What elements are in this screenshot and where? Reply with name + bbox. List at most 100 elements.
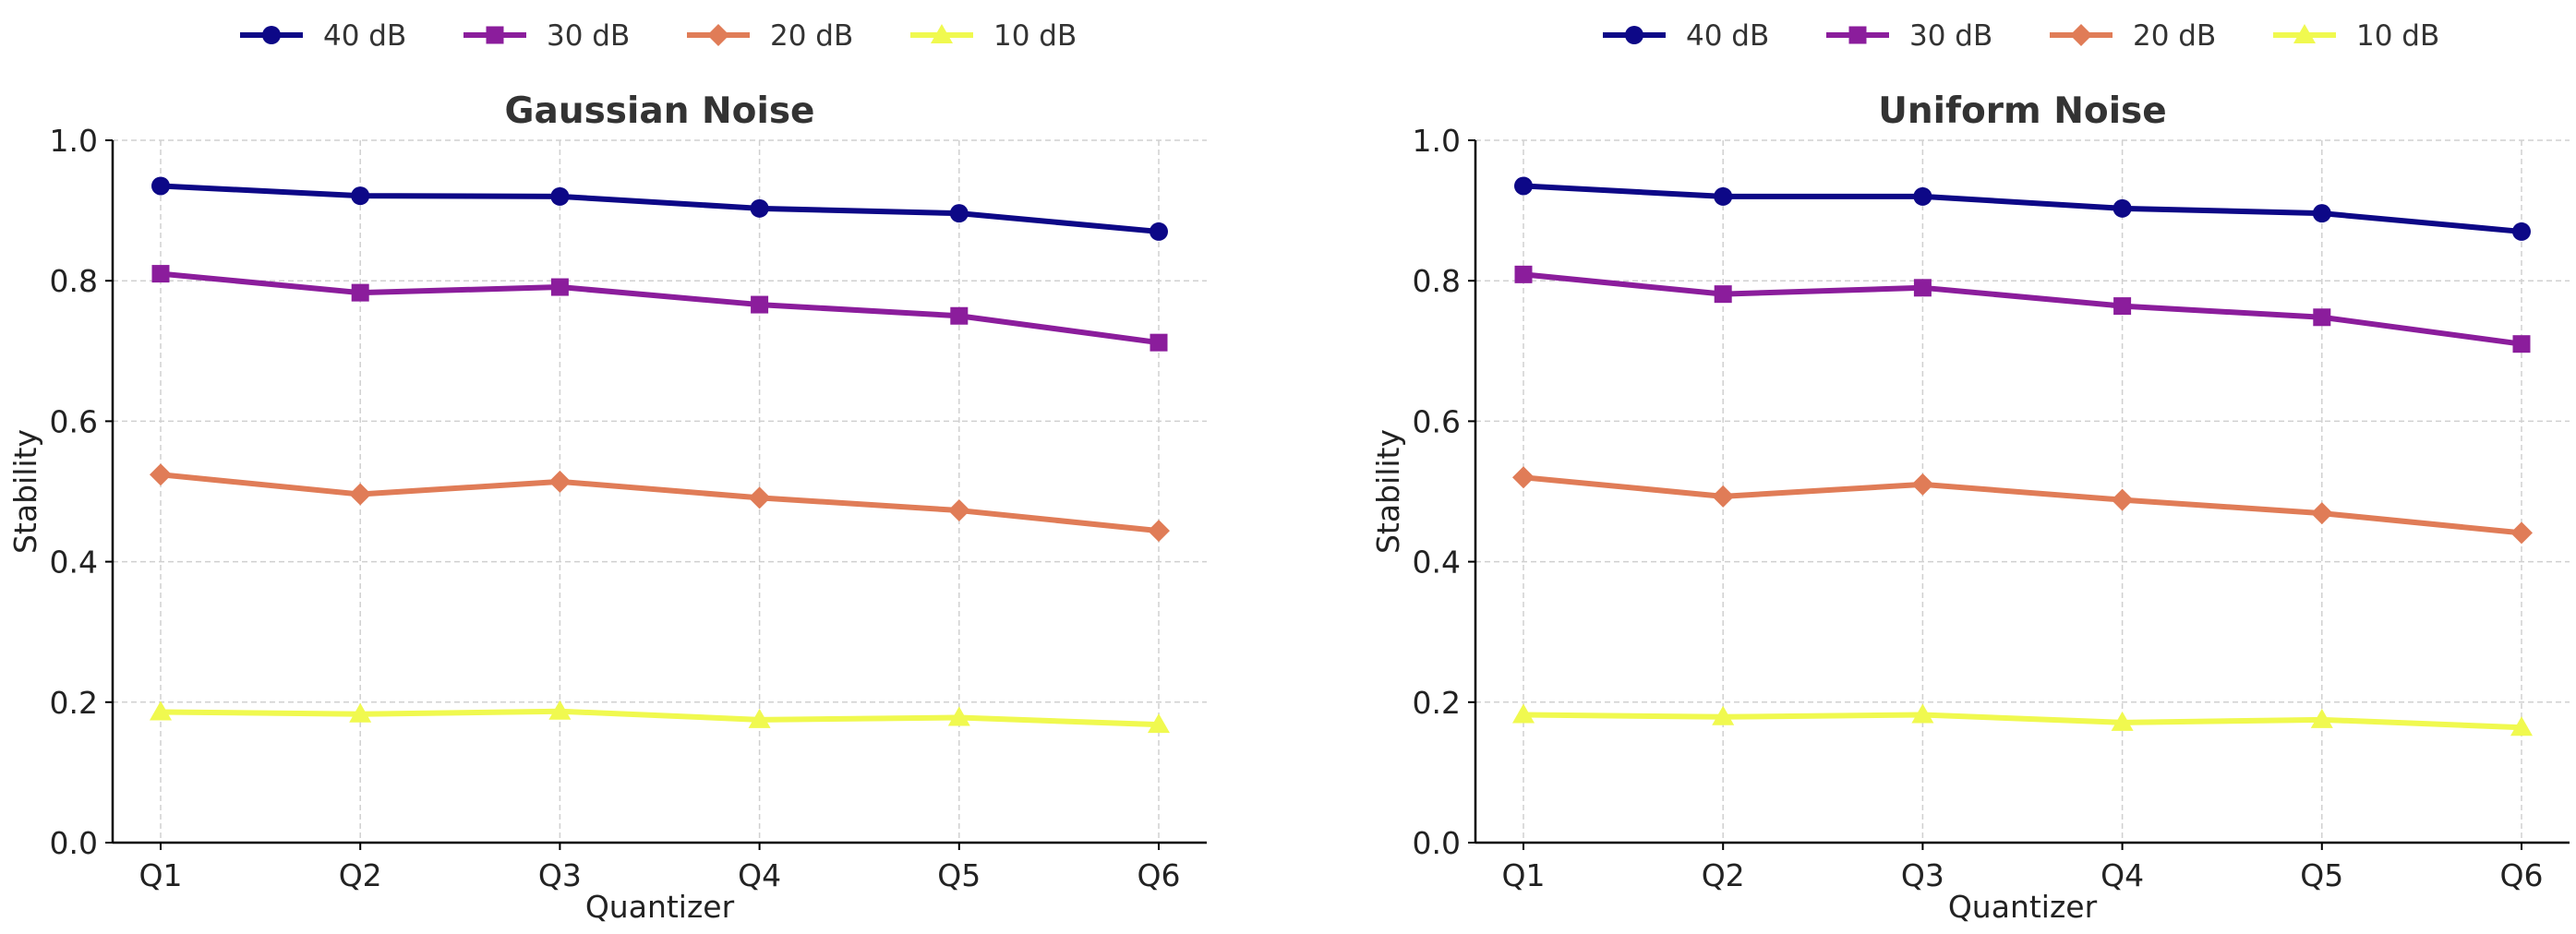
y-tick-label: 0.0: [50, 825, 98, 861]
data-point: [1911, 703, 1934, 724]
legend: 40 dB 30 dB 20 dB 10 dB: [240, 19, 1077, 53]
legend-label: 10 dB: [2356, 19, 2439, 53]
series-4: [150, 700, 1170, 734]
x-tick-label: Q3: [1901, 857, 1944, 893]
data-point: [349, 702, 372, 723]
x-tick-label: Q6: [2500, 857, 2544, 893]
data-point: [1712, 485, 1735, 508]
series-line: [158, 183, 1162, 234]
legend-label: 20 dB: [2133, 19, 2216, 53]
data-point: [1150, 222, 1168, 241]
data-point: [550, 278, 569, 296]
data-point: [150, 463, 172, 486]
data-point: [2512, 335, 2531, 353]
x-tick-label: Q4: [738, 857, 781, 893]
series-line: [1521, 183, 2524, 234]
y-tick-label: 1.0: [50, 123, 98, 159]
data-point: [1148, 713, 1170, 734]
data-point: [1514, 265, 1533, 283]
series-line: [158, 472, 1162, 534]
data-point: [151, 265, 170, 283]
y-axis-label: Stability: [7, 429, 43, 554]
legend-marker: [262, 26, 281, 44]
data-point: [750, 198, 769, 218]
legend-marker: [931, 24, 953, 43]
x-tick-label: Q5: [2300, 857, 2343, 893]
series-1: [1514, 176, 2531, 241]
data-point: [2313, 308, 2331, 327]
legend-label: 20 dB: [770, 19, 853, 53]
series-line: [1521, 474, 2524, 536]
y-tick-label: 0.2: [50, 685, 98, 721]
data-point: [2510, 521, 2533, 545]
legend-label: 10 dB: [993, 19, 1077, 53]
y-tick-label: 0.6: [50, 403, 98, 439]
data-point: [1512, 466, 1535, 489]
data-point: [1514, 176, 1533, 196]
data-point: [2113, 297, 2132, 316]
data-point: [1150, 333, 1168, 352]
legend-label: 40 dB: [1686, 19, 1769, 53]
data-point: [1911, 473, 1934, 496]
data-point: [1148, 520, 1170, 543]
data-point: [947, 706, 970, 726]
data-point: [548, 470, 572, 493]
x-axis-label: Quantizer: [585, 889, 735, 925]
data-point: [351, 186, 370, 206]
x-tick-label: Q4: [2101, 857, 2144, 893]
y-tick-label: 0.6: [1413, 403, 1461, 439]
data-point: [748, 708, 771, 728]
x-tick-label: Q5: [937, 857, 981, 893]
data-point: [2111, 488, 2134, 511]
data-point: [949, 204, 969, 223]
data-point: [751, 295, 769, 314]
y-tick-label: 0.0: [1413, 825, 1461, 861]
y-tick-label: 0.2: [1413, 685, 1461, 721]
data-point: [2512, 222, 2531, 241]
data-point: [947, 499, 970, 522]
series-line: [1521, 712, 2524, 731]
data-point: [2310, 708, 2333, 728]
data-point: [151, 176, 170, 196]
data-point: [2510, 716, 2533, 736]
legend-marker: [2293, 24, 2316, 43]
legend-label: 40 dB: [323, 19, 406, 53]
data-point: [748, 486, 771, 509]
data-point: [351, 283, 369, 302]
chart-panel-1: 0.0 0.2 0.4 0.6 0.8 1.0 Q1 Q2 Q3 Q4 Q5 Q6 Gaussian N…: [7, 19, 1207, 925]
data-point: [2312, 204, 2331, 223]
legend-label: 30 dB: [1909, 19, 1992, 53]
series-1: [151, 176, 1168, 241]
data-point: [1714, 186, 1733, 206]
legend-marker: [486, 26, 504, 44]
legend-marker: [707, 24, 729, 46]
data-point: [1512, 703, 1535, 724]
x-axis-label: Quantizer: [1948, 889, 2098, 925]
y-axis-label: Stability: [1370, 429, 1406, 554]
legend-label: 30 dB: [547, 19, 630, 53]
y-tick-label: 0.8: [1413, 263, 1461, 299]
y-tick-label: 0.4: [50, 545, 98, 581]
y-tick-label: 1.0: [1413, 123, 1461, 159]
series-line: [158, 708, 1162, 728]
data-point: [2113, 198, 2132, 218]
legend-marker: [2070, 24, 2092, 46]
y-tick-label: 0.4: [1413, 545, 1461, 581]
x-tick-label: Q1: [1502, 857, 1546, 893]
series-2: [1514, 265, 2531, 353]
series-line: [158, 270, 1162, 346]
x-tick-label: Q3: [538, 857, 582, 893]
series-2: [151, 265, 1168, 352]
data-point: [1913, 186, 1932, 206]
x-tick-label: Q2: [339, 857, 382, 893]
series-line: [1521, 271, 2524, 347]
x-tick-label: Q2: [1702, 857, 1745, 893]
chart-title: Gaussian Noise: [504, 90, 814, 132]
data-point: [349, 483, 372, 506]
legend-marker: [1848, 26, 1867, 44]
data-point: [1714, 285, 1732, 304]
series-4: [1512, 703, 2533, 736]
series-3: [150, 463, 1170, 543]
legend: 40 dB 30 dB 20 dB 10 dB: [1603, 19, 2439, 53]
